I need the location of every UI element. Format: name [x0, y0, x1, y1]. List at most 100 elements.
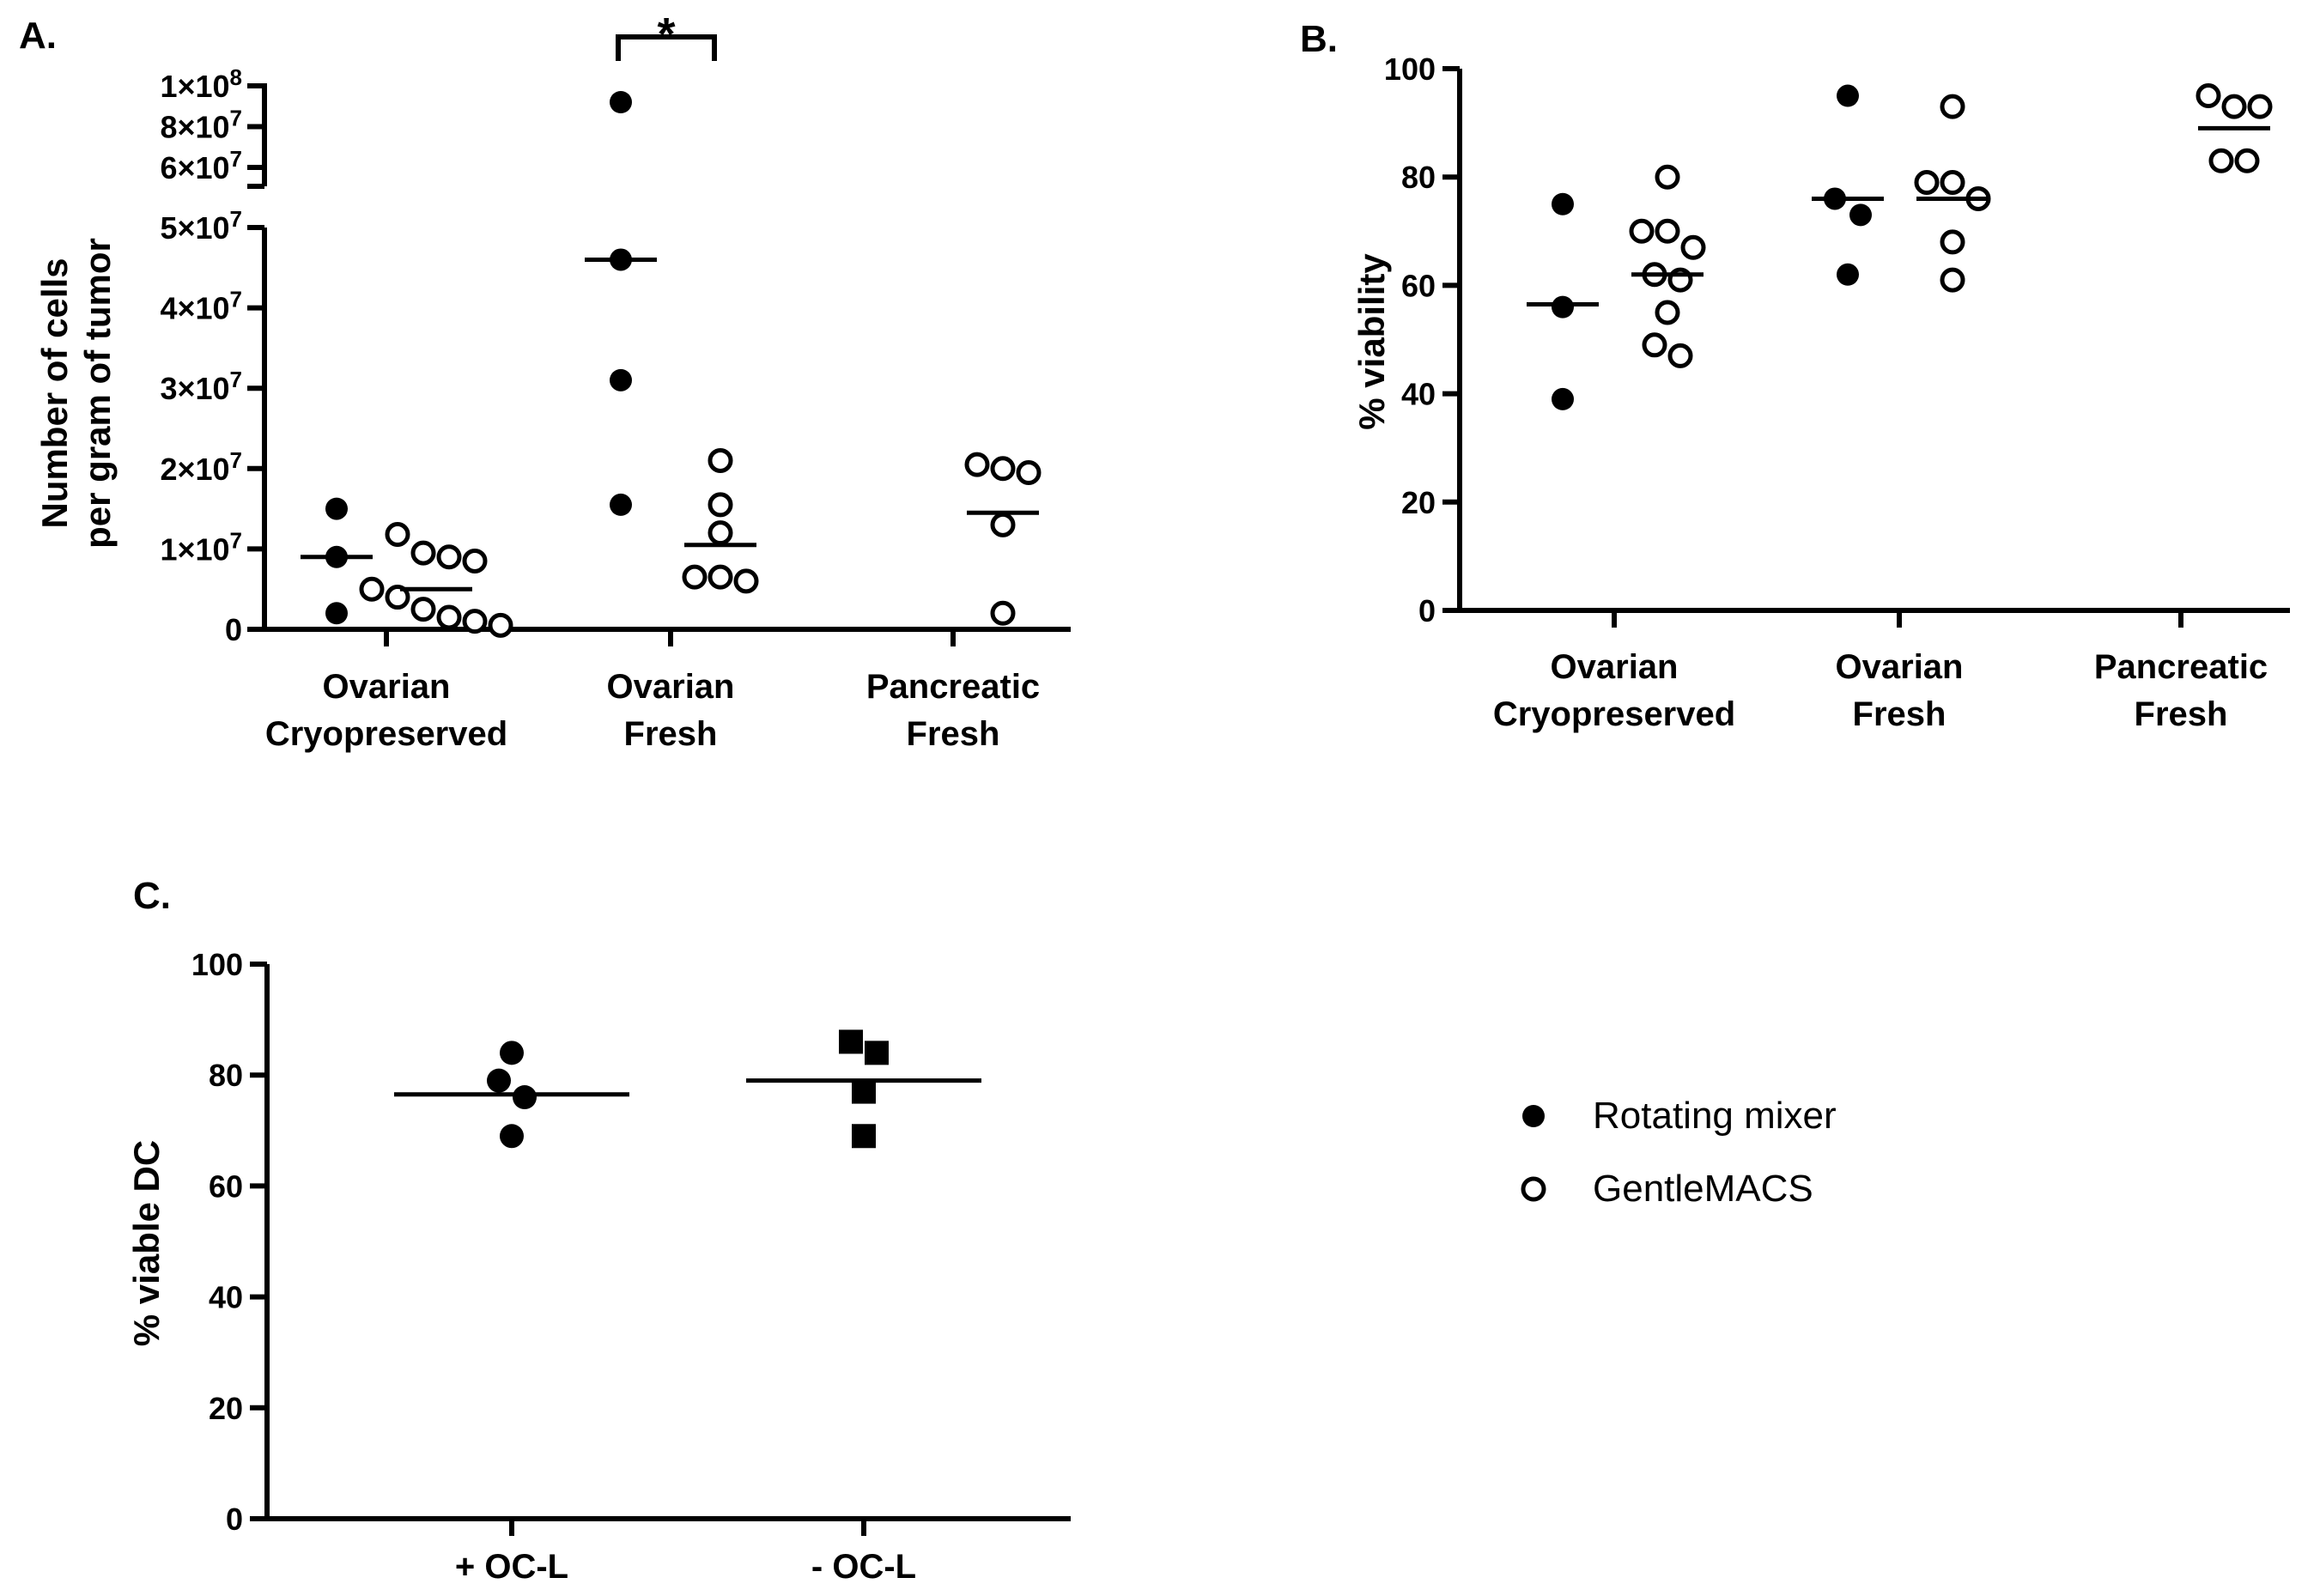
panel-b-point [1849, 203, 1872, 227]
y-tick-label: 0 [1418, 593, 1436, 628]
x-category-label: + OC-L [455, 1548, 568, 1586]
x-category-label: Ovarian [607, 668, 735, 706]
panel-a-ylabel-line2: per gram of tumor [77, 238, 118, 549]
x-category-label: Pancreatic [2094, 648, 2268, 686]
panel-b-point [1642, 332, 1667, 358]
panel-a-point [990, 512, 1016, 537]
y-tick-label: 100 [191, 947, 243, 982]
legend: Rotating mixer GentleMACS [1521, 1095, 1837, 1210]
x-category-label: - OC-L [811, 1548, 916, 1586]
y-tick-label: 80 [209, 1058, 243, 1093]
panel-b-point [1552, 192, 1574, 215]
x-category-label: Fresh [2135, 695, 2228, 733]
panel-a-label: A. [19, 15, 57, 57]
panel-b-point [2221, 94, 2247, 119]
x-category-label: Ovarian [323, 668, 451, 706]
x-category-label: Pancreatic [866, 668, 1040, 706]
y-tick-label: 4×107 [160, 287, 242, 326]
panel-c-point [513, 1085, 537, 1110]
panel-a-axes: 0 1×107 2×107 3×107 4×107 5×107 6×1078×1071×10… [160, 64, 1071, 753]
x-category-label: Fresh [1853, 695, 1946, 733]
panel-b-point [2234, 148, 2260, 173]
y-tick-label: 100 [1384, 52, 1436, 87]
panel-a-point [964, 452, 990, 477]
y-tick-label: 80 [1401, 160, 1436, 195]
panel-c-point [852, 1079, 876, 1104]
panel-a-point [325, 602, 348, 625]
panel-b-point [2247, 94, 2273, 119]
panel-a-point [708, 447, 733, 473]
x-category-label: Fresh [907, 715, 1000, 753]
panel-c-ylabel: % viable DC [126, 1140, 167, 1346]
panel-a-point [610, 368, 632, 391]
panel-a-point [462, 609, 488, 634]
x-category-label: Ovarian [1551, 648, 1679, 686]
x-category-label: Fresh [624, 715, 718, 753]
panel-a-point [708, 564, 733, 590]
panel-c: C. % viable DC 0 20 40 60 80 100 + OC-L - OC-L [126, 875, 1071, 1586]
panel-a-point [359, 576, 385, 602]
y-tick-label: 2×107 [160, 447, 242, 487]
panel-a-point [488, 612, 513, 638]
x-category-label: Cryopreserved [265, 715, 507, 753]
panel-a-marks [301, 91, 1042, 638]
panel-a-significance: * [616, 9, 717, 61]
panel-c-point [852, 1124, 876, 1149]
panel-a: A. Number of cells per gram of tumor 0 1×… [19, 9, 1071, 753]
y-tick-label: 20 [209, 1391, 243, 1426]
panel-a-point [610, 91, 632, 113]
panel-b-point [1914, 170, 1940, 196]
panel-b-point [1837, 84, 1859, 107]
panel-c-marks [394, 1029, 981, 1149]
significance-asterisk: * [657, 9, 675, 60]
panel-b-marks [1527, 83, 2273, 410]
panel-b-point [1940, 170, 1965, 196]
y-tick-label: 60 [209, 1168, 243, 1204]
panel-a-point [410, 540, 436, 566]
legend-label-rotating: Rotating mixer [1593, 1095, 1837, 1137]
panel-b-label: B. [1300, 18, 1338, 60]
legend-label-gentle: GentleMACS [1593, 1168, 1813, 1210]
panel-c-point [500, 1041, 524, 1065]
y-tick-label: 0 [225, 612, 242, 647]
panel-b-point [1552, 295, 1574, 319]
x-category-label: Cryopreserved [1493, 695, 1735, 733]
panel-a-point [436, 604, 462, 630]
y-tick-label: 0 [226, 1502, 243, 1537]
panel-c-point [839, 1029, 863, 1054]
significance-bracket [616, 34, 717, 61]
panel-c-point [487, 1068, 511, 1093]
y-tick-label: 1×107 [160, 527, 242, 567]
panel-b-point [1552, 387, 1574, 410]
panel-c-axes: 0 20 40 60 80 100 + OC-L - OC-L [191, 947, 1071, 1586]
panel-b-point [1837, 263, 1859, 286]
panel-a-point [385, 522, 410, 548]
panel-a-point [436, 544, 462, 570]
panel-b-point [1655, 300, 1680, 325]
panel-a-point [462, 548, 488, 573]
panel-a-point [708, 492, 733, 518]
panel-c-label: C. [133, 875, 171, 917]
panel-b-point [1655, 218, 1680, 244]
panel-a-point [990, 600, 1016, 626]
panel-b-point [2208, 148, 2234, 173]
panel-a-point [610, 493, 632, 516]
y-tick-label: 60 [1401, 268, 1436, 303]
panel-b-point [1629, 218, 1655, 244]
panel-a-ylabel-line1: Number of cells [34, 258, 75, 528]
panel-a-point [410, 597, 436, 622]
panel-a-point [708, 520, 733, 546]
y-tick-label: 1×108 [160, 64, 242, 104]
y-tick-label: 6×107 [160, 146, 242, 185]
panel-a-point [682, 564, 708, 590]
panel-b-point [1940, 94, 1965, 119]
panel-c-point [500, 1124, 524, 1149]
panel-b-point [2195, 83, 2221, 109]
y-tick-label: 5×107 [160, 206, 242, 246]
panel-b-ylabel: % viability [1351, 253, 1392, 430]
panel-c-point [865, 1041, 889, 1065]
panel-b-point [1655, 164, 1680, 190]
panel-a-point [1016, 459, 1042, 485]
panel-b-point [1680, 234, 1706, 260]
panel-a-point [325, 497, 348, 520]
